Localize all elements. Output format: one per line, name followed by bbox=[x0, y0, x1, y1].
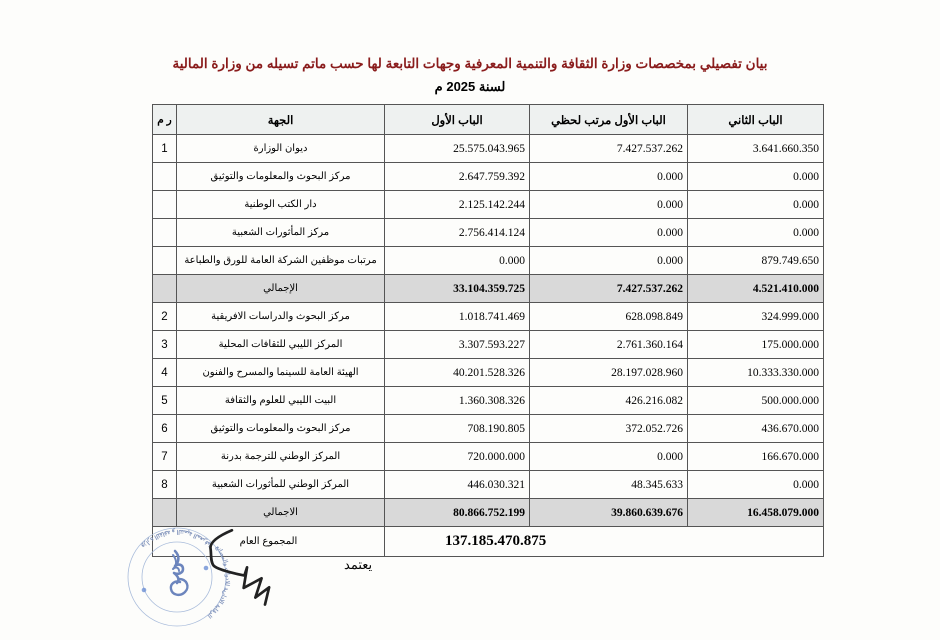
svg-text:وزارة الثقافة و التنمية المعرف: وزارة الثقافة و التنمية المعرفية bbox=[140, 528, 214, 550]
